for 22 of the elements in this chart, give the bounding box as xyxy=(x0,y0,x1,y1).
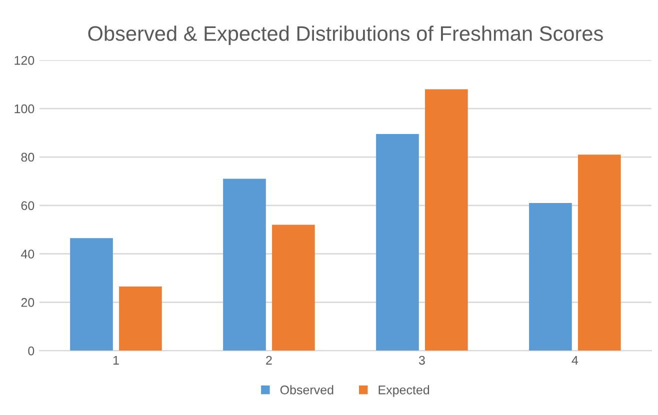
y-tick-label: 100 xyxy=(14,104,34,114)
x-tick-label: 4 xyxy=(572,356,578,365)
bar xyxy=(578,154,621,351)
bar xyxy=(70,238,113,351)
y-tick-label: 20 xyxy=(21,298,34,307)
bar xyxy=(223,178,266,351)
bar xyxy=(425,89,468,351)
legend-label: Observed xyxy=(280,385,334,394)
bar xyxy=(272,224,315,351)
x-tick-label: 2 xyxy=(266,356,272,365)
y-tick-label: 80 xyxy=(21,152,34,162)
y-tick-label: 60 xyxy=(21,201,34,210)
x-tick-label: 3 xyxy=(418,356,425,365)
legend-label: Expected xyxy=(378,385,430,397)
bar xyxy=(529,203,572,351)
x-tick-label: 1 xyxy=(113,356,119,365)
bar xyxy=(376,134,419,351)
y-tick-label: 120 xyxy=(14,56,34,65)
bar xyxy=(119,286,162,351)
chart-title: Observed & Expected Distributions of Freshman Scores xyxy=(88,26,603,46)
y-tick-label: 0 xyxy=(28,346,34,356)
y-tick-label: 40 xyxy=(21,250,34,258)
